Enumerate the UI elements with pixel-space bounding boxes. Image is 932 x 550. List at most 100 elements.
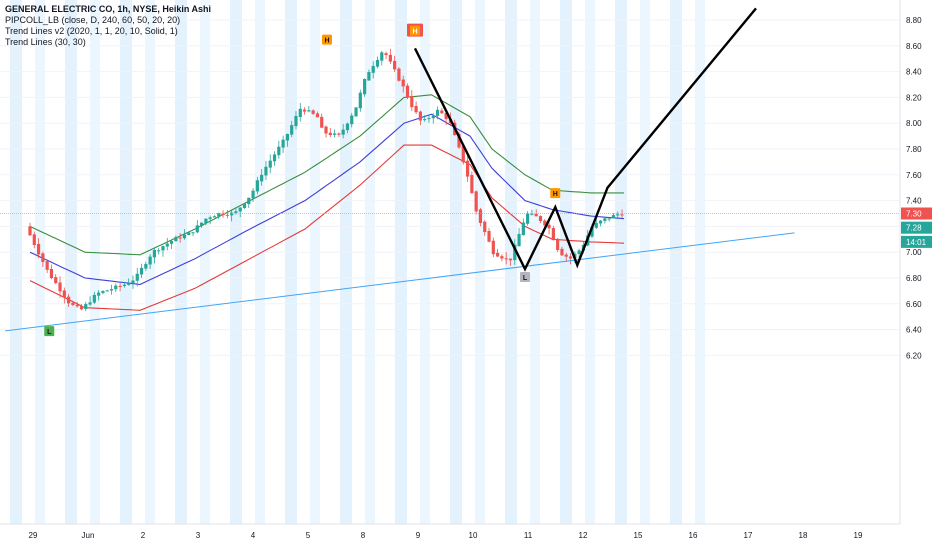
- candle-body: [302, 109, 307, 112]
- y-tick-label: 8.60: [906, 42, 922, 51]
- candle-body: [101, 291, 105, 293]
- candle-body: [200, 222, 204, 227]
- last-close-price-label: [901, 207, 932, 220]
- candle-body: [478, 209, 483, 224]
- candle-body: [45, 261, 49, 270]
- legend-symbol: GENERAL ELECTRIC CO, 1h, NYSE, Heikin As…: [5, 4, 212, 14]
- candle-body: [371, 65, 375, 73]
- price-scale: [900, 0, 932, 550]
- candle-body: [350, 115, 354, 125]
- candle-body: [230, 212, 234, 216]
- candle-body: [465, 160, 470, 177]
- current-price-label: [901, 221, 932, 234]
- legend-pipcoll-indicator[interactable]: PIPCOLL_LB (close, D, 240, 60, 50, 20, 2…: [5, 15, 181, 25]
- candle-body: [354, 107, 358, 117]
- candle-body: [92, 294, 96, 303]
- candle-body: [500, 256, 504, 259]
- candle-body: [204, 218, 208, 223]
- candle-body: [144, 264, 148, 269]
- candle-body: [277, 146, 281, 156]
- session-band: [65, 0, 77, 524]
- candle-body: [152, 249, 157, 258]
- y-tick-label: 7.60: [906, 171, 922, 180]
- candle-body: [157, 250, 161, 252]
- candle-body: [97, 292, 101, 296]
- candle-body: [290, 125, 294, 135]
- candle-body: [187, 232, 191, 236]
- candle-body: [234, 211, 238, 213]
- candle-body: [418, 111, 422, 121]
- session-band: [475, 0, 485, 524]
- candle-body: [268, 160, 272, 168]
- candle-body: [551, 227, 555, 241]
- candle-body: [590, 226, 594, 237]
- bar-countdown-label: [901, 235, 932, 248]
- low-marker: [520, 272, 530, 282]
- high-marker-label: H: [553, 191, 558, 198]
- candle-body: [564, 254, 568, 257]
- candle-body: [568, 256, 573, 259]
- candle-body: [58, 282, 62, 292]
- session-band: [420, 0, 430, 524]
- candle-body: [363, 79, 367, 95]
- candle-body: [397, 68, 401, 81]
- candle-body: [212, 216, 217, 218]
- candle-body: [122, 284, 126, 286]
- high-marker: [322, 34, 332, 45]
- candle-body: [285, 133, 289, 141]
- session-band: [505, 0, 517, 524]
- last-close-price-label-text: 7.30: [906, 210, 922, 219]
- candle-body: [225, 214, 229, 216]
- candle-body: [543, 220, 547, 226]
- x-tick-label: 12: [579, 531, 588, 540]
- high-marker-label: H: [324, 38, 329, 45]
- candle-body: [36, 243, 41, 255]
- x-tick-label: 11: [524, 531, 533, 540]
- candle-body: [427, 118, 431, 120]
- y-tick-label: 6.80: [906, 274, 922, 283]
- candle-body: [281, 139, 285, 148]
- candle-body: [255, 180, 259, 192]
- candle-body: [28, 226, 32, 236]
- x-tick-label: 29: [29, 531, 38, 540]
- candle-body: [496, 252, 500, 257]
- candle-body: [208, 217, 212, 220]
- candle-body: [594, 222, 598, 228]
- high-marker: [550, 188, 561, 199]
- candle-body: [504, 258, 508, 260]
- legend-trend-lines-v2[interactable]: Trend Lines v2 (2020, 1, 1, 20, 10, Soli…: [5, 26, 178, 36]
- candle-body: [169, 240, 174, 244]
- candle-body: [526, 213, 530, 224]
- candle-body: [84, 304, 88, 309]
- low-marker-label: L: [47, 329, 52, 336]
- x-tick-label: 4: [251, 531, 256, 540]
- candle-body: [221, 213, 225, 216]
- candle-body: [461, 146, 465, 163]
- candle-body: [423, 119, 427, 121]
- session-band: [530, 0, 540, 524]
- y-tick-label: 6.20: [906, 351, 922, 360]
- session-band: [365, 0, 375, 524]
- legend-trend-lines[interactable]: Trend Lines (30, 30): [5, 37, 86, 47]
- candle-body: [393, 60, 397, 70]
- y-tick-label: 7.40: [906, 197, 922, 206]
- candle-body: [375, 59, 380, 67]
- candle-body: [88, 302, 92, 305]
- x-tick-label: 5: [306, 531, 311, 540]
- high-marker: [410, 25, 420, 36]
- candle-body: [607, 218, 611, 220]
- candle-body: [67, 296, 71, 304]
- candle-body: [328, 132, 332, 136]
- trend-line: [5, 232, 795, 332]
- candle-body: [127, 283, 131, 285]
- candle-body: [109, 289, 114, 291]
- candle-body: [577, 250, 581, 255]
- current-price-label-text: 7.28: [906, 224, 922, 233]
- y-tick-label: 8.20: [906, 93, 922, 102]
- x-tick-label: 16: [689, 531, 698, 540]
- candle-body: [315, 113, 320, 118]
- x-tick-label: 2: [141, 531, 146, 540]
- bar-countdown-label-text: 14:01: [906, 238, 927, 247]
